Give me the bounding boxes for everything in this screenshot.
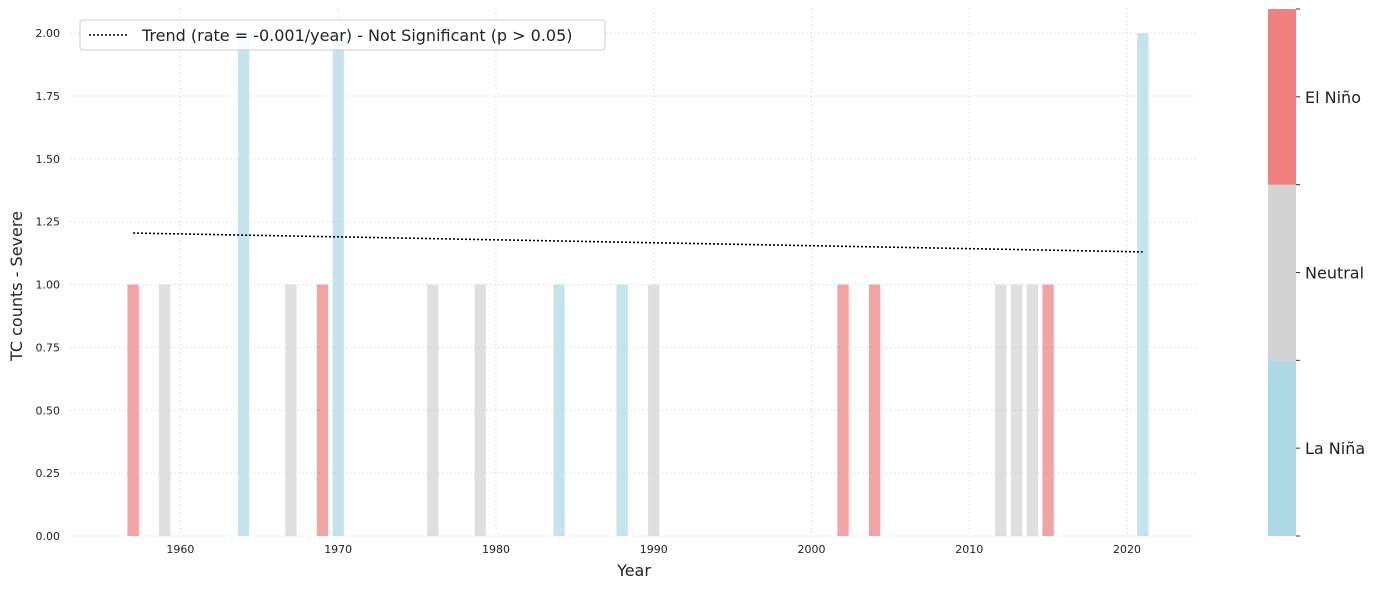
y-tick-label: 0.75 <box>36 341 61 354</box>
colorbar-label: Neutral <box>1305 264 1364 283</box>
x-tick-label: 1990 <box>640 543 668 556</box>
bar <box>1010 284 1023 536</box>
bar <box>1042 284 1054 536</box>
trend-line <box>133 232 1143 253</box>
y-tick-label: 0.25 <box>36 467 61 480</box>
legend-box <box>79 19 606 51</box>
bar <box>474 284 486 536</box>
bar <box>316 284 329 536</box>
bar <box>332 33 344 537</box>
y-tick-label: 0.50 <box>36 404 61 417</box>
y-tick-label: 0.00 <box>36 530 61 543</box>
bar <box>1137 33 1149 537</box>
x-tick-label: 2010 <box>955 543 983 556</box>
y-tick-label: 1.00 <box>36 279 61 292</box>
y-axis-title: TC counts - Severe <box>7 211 26 362</box>
colorbar-segment <box>1268 9 1296 185</box>
y-tick-label: 1.25 <box>36 216 61 229</box>
trend-line-group <box>133 232 1143 253</box>
y-tick-label: 2.00 <box>36 27 61 40</box>
y-tick-label: 1.50 <box>36 153 61 166</box>
x-axis-title: Year <box>616 561 651 580</box>
colorbar-label: La Niña <box>1305 439 1365 458</box>
bar <box>237 33 250 537</box>
y-axis-ticks: 0.00 0.25 0.50 0.75 1.00 1.25 1.50 1.75 2.00 <box>36 27 61 543</box>
bar <box>1026 284 1039 536</box>
colorbar: La Niña Neutral El Niño <box>1268 8 1365 537</box>
y-tick-label: 1.75 <box>36 90 61 103</box>
legend: Trend (rate = -0.001/year) - Not Signifi… <box>79 19 606 51</box>
colorbar-segment <box>1268 360 1296 536</box>
x-tick-label: 2020 <box>1113 543 1141 556</box>
bars-group <box>127 33 1149 537</box>
colorbar-segment <box>1268 184 1296 361</box>
x-tick-label: 1980 <box>482 543 510 556</box>
legend-trend-label: Trend (rate = -0.001/year) - Not Signifi… <box>141 26 573 45</box>
bar <box>616 284 628 536</box>
x-axis-ticks: 1960 1970 1980 1990 2000 2010 2020 <box>166 543 1141 556</box>
bar <box>648 284 660 536</box>
bar <box>127 284 139 536</box>
bar <box>553 284 565 536</box>
bar <box>868 284 881 536</box>
x-tick-label: 1960 <box>166 543 194 556</box>
bar <box>427 284 439 536</box>
bar <box>995 284 1007 536</box>
x-tick-label: 1970 <box>324 543 352 556</box>
bar <box>158 284 171 536</box>
bar <box>837 284 849 536</box>
colorbar-label: El Niño <box>1305 88 1361 107</box>
x-tick-label: 2000 <box>797 543 825 556</box>
bar <box>285 284 297 536</box>
